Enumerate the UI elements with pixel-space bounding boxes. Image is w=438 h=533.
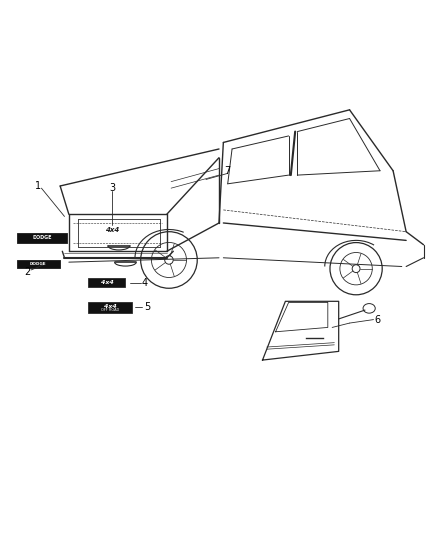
Text: 5: 5	[144, 302, 150, 312]
Text: 7: 7	[225, 166, 231, 176]
Text: 2: 2	[25, 266, 31, 277]
Bar	[17, 233, 67, 243]
Text: DODGE: DODGE	[30, 262, 47, 266]
Text: 3: 3	[110, 183, 116, 193]
Bar	[88, 302, 132, 313]
Bar	[17, 260, 60, 268]
Circle shape	[352, 265, 360, 272]
Text: OFF ROAD: OFF ROAD	[101, 308, 119, 312]
Text: 4x4: 4x4	[105, 227, 120, 232]
Text: 4x4: 4x4	[104, 304, 117, 309]
Text: DODGE: DODGE	[32, 235, 52, 240]
Circle shape	[165, 256, 173, 264]
Text: 6: 6	[375, 314, 381, 325]
Text: 4x4: 4x4	[101, 280, 113, 285]
Text: 4: 4	[142, 278, 148, 288]
Bar	[88, 278, 125, 287]
Text: 1: 1	[35, 181, 42, 191]
